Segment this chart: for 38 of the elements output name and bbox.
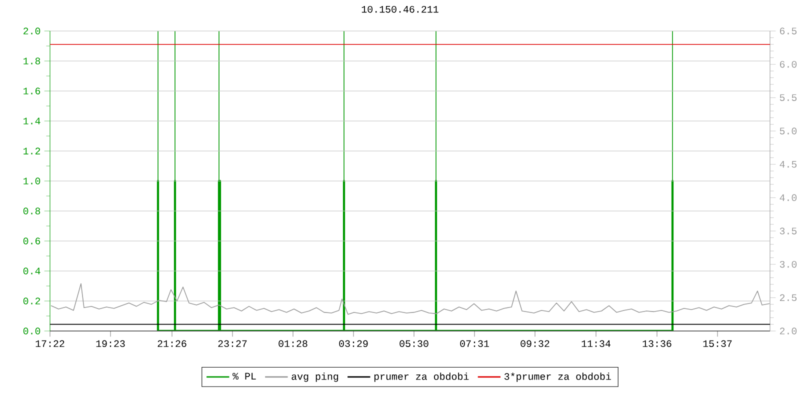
y-tick-label: 1.2 xyxy=(24,148,40,154)
y-tick-label: 0.0 xyxy=(23,328,40,334)
y2-tick-label: 2.0 xyxy=(780,328,797,334)
y2-tick-label: 6.0 xyxy=(780,60,797,68)
x-tick-label: 17:22 xyxy=(36,340,64,347)
x-tick-label: 07:31 xyxy=(460,340,489,348)
x-tick-label: 13:36 xyxy=(642,340,672,348)
y2-tick-label: 6.5 xyxy=(780,28,797,34)
y-tick-label: 0.4 xyxy=(23,268,40,274)
y-tick-label: 1.6 xyxy=(24,88,40,94)
y-tick-label: 0.6 xyxy=(23,238,40,244)
y2-tick-label: 4.5 xyxy=(780,161,797,168)
x-tick-label: 23:27 xyxy=(218,340,247,348)
legend-label: 3*prumer za obdobi xyxy=(504,372,611,382)
x-tick-label: 01:28 xyxy=(278,340,308,348)
x-tick-label: 15:37 xyxy=(703,340,732,348)
y-tick-label: 1.0 xyxy=(24,178,40,184)
x-tick-label: 09:32 xyxy=(520,340,550,348)
y2-tick-label: 2.5 xyxy=(780,294,797,302)
y-tick-label: 2.0 xyxy=(24,28,40,34)
y-tick-label: 0.2 xyxy=(23,298,40,304)
y2-tick-label: 5.0 xyxy=(780,128,797,134)
y-tick-label: 1.4 xyxy=(24,118,40,124)
x-tick-label: 03:29 xyxy=(339,340,368,348)
legend-label: prumer za obdobi xyxy=(374,372,469,382)
y-tick-label: 0.8 xyxy=(23,208,40,214)
x-tick-label: 05:30 xyxy=(400,340,428,348)
y2-tick-label: 3.0 xyxy=(780,260,797,268)
y-tick-label: 1.8 xyxy=(24,58,40,64)
y2-tick-label: 5.5 xyxy=(780,94,797,102)
x-tick-label: 21:26 xyxy=(158,340,186,348)
y2-tick-label: 4.0 xyxy=(780,194,797,202)
legend-label: % PL xyxy=(232,372,256,380)
legend-label: avg ping xyxy=(292,372,338,382)
x-tick-label: 19:23 xyxy=(96,340,125,348)
y2-tick-label: 3.5 xyxy=(780,228,797,234)
chart-title: 10.150.46.211 xyxy=(362,6,438,13)
x-tick-label: 11:34 xyxy=(582,340,610,348)
